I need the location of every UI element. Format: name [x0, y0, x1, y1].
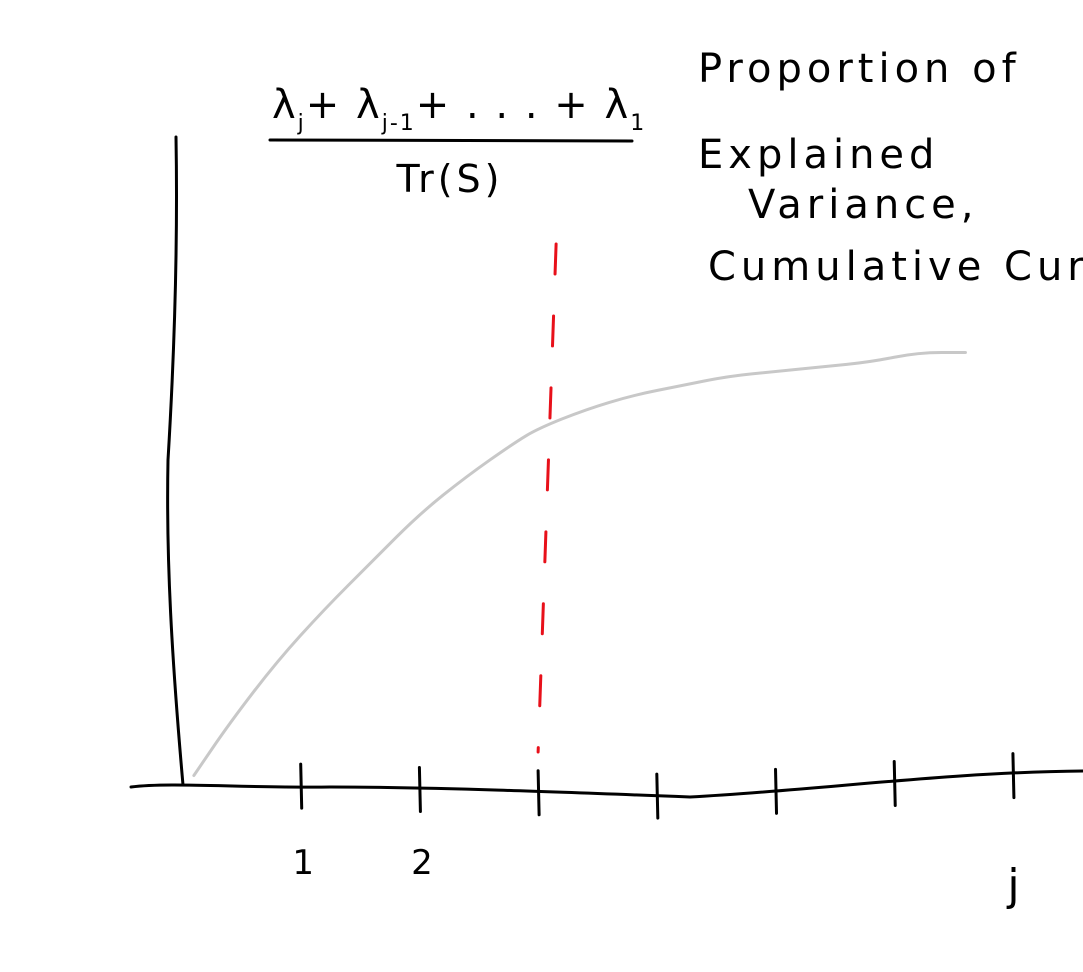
x-tick-7: [1011, 752, 1016, 800]
title-line-2: Explained: [698, 132, 939, 178]
y-axis-label: λj+ λj-1+ . . . + λ1 Tr(S): [268, 82, 646, 201]
title-line-1: Proportion of: [698, 46, 1021, 92]
x-axis-label: j: [1006, 860, 1022, 911]
marker-layer: [536, 242, 558, 754]
title-line-4: Cumulative Curve: [708, 244, 1083, 290]
x-tick-4: [655, 772, 660, 820]
fraction-bar: [268, 138, 634, 143]
x-tick-3: [536, 769, 541, 817]
x-tick-2: [417, 765, 422, 813]
x-tick-marks: [299, 752, 1016, 820]
x-tick-label-1: 1: [292, 843, 317, 883]
x-tick-1: [299, 762, 304, 810]
y-axis: [166, 135, 185, 787]
formula-numerator: λj+ λj-1+ . . . + λ1: [272, 82, 646, 136]
x-tick-5: [774, 767, 779, 815]
formula-denominator: Tr(S): [395, 157, 503, 201]
x-tick-6: [892, 759, 897, 807]
series-line-1: [192, 350, 967, 777]
vertical-marker-line: [536, 242, 558, 754]
x-tick-label-2: 2: [411, 843, 436, 883]
series-layer: [192, 350, 967, 777]
title-line-3: Variance,: [748, 182, 979, 228]
x-axis: [129, 769, 1083, 799]
chart-title: Proportion of Explained Variance, Cumula…: [698, 46, 1083, 290]
